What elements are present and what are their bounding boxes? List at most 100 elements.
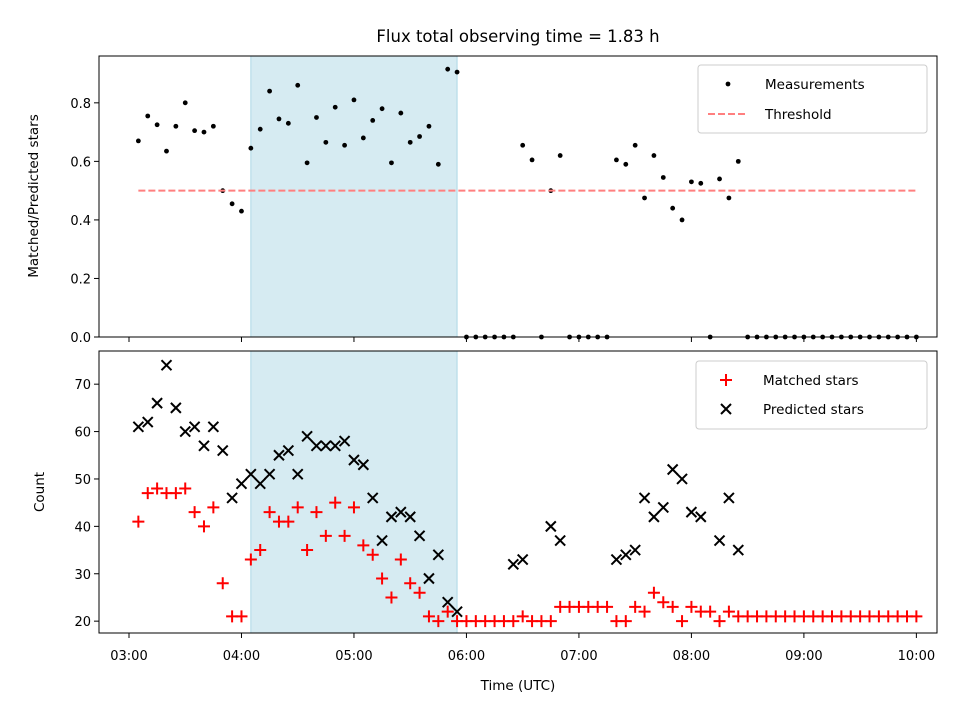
matched-star-point	[141, 487, 154, 500]
matched-star-point	[910, 610, 923, 623]
bottom-y-ticks: 20 30 40 50 60 70	[74, 378, 99, 630]
measurement-point	[407, 139, 413, 145]
matched-star-point	[235, 610, 248, 623]
legend-marker-predicted	[720, 403, 732, 415]
predicted-star-point	[188, 421, 201, 433]
predicted-star-point	[451, 605, 463, 618]
matched-star-point	[310, 506, 323, 519]
measurement-point	[332, 104, 338, 110]
predicted-star-point	[160, 359, 173, 371]
top-y-ticks: 0.0 0.2 0.4 0.6 0.8	[70, 97, 99, 346]
top-legend-box	[697, 64, 928, 134]
predicted-star-point	[648, 511, 660, 523]
matched-star-point	[629, 600, 642, 613]
matched-star-point	[422, 610, 435, 623]
y-tick-label: 20	[74, 615, 91, 630]
measurement-point	[210, 123, 216, 129]
matched-star-point	[638, 605, 651, 618]
matched-star-point	[666, 600, 679, 613]
matched-star-point	[657, 596, 670, 609]
matched-star-point	[319, 529, 332, 542]
predicted-star-point	[348, 454, 360, 466]
predicted-star-point	[292, 468, 304, 480]
measurement-point	[342, 142, 347, 148]
measurement-point	[323, 139, 329, 145]
measurement-point	[389, 160, 394, 166]
matched-star-point	[601, 600, 614, 613]
measurement-point	[201, 129, 207, 135]
x-tick-label: 06:00	[448, 649, 485, 664]
y-tick-label: 60	[74, 426, 91, 441]
predicted-star-point	[404, 511, 416, 523]
bottom-legend: Matched stars Predicted stars	[695, 360, 928, 430]
matched-star-point	[366, 548, 379, 561]
predicted-star-point	[217, 444, 229, 457]
measurement-point	[698, 180, 704, 186]
chart-title: Flux total observing time = 1.83 h	[376, 27, 659, 46]
predicted-star-point	[142, 416, 154, 428]
measurement-point	[285, 120, 291, 126]
measurement-point	[154, 122, 160, 128]
predicted-star-point	[254, 477, 266, 490]
predicted-star-point	[179, 425, 191, 438]
measurement-point	[454, 69, 460, 75]
predicted-star-point	[170, 402, 182, 414]
measurement-point	[679, 217, 685, 223]
matched-star-point	[263, 506, 276, 519]
bottom-plot-area	[132, 359, 923, 628]
measurement-point	[276, 116, 282, 122]
matched-star-point	[516, 610, 529, 623]
x-tick-label: 10:00	[898, 649, 935, 664]
measurement-point	[520, 142, 526, 148]
measurement-point	[726, 195, 732, 201]
matched-star-point	[413, 586, 426, 599]
matched-star-point	[404, 577, 417, 590]
measurement-point	[660, 175, 666, 180]
bottom-axes-frame	[98, 350, 938, 634]
y-tick-label: 0.6	[70, 155, 91, 170]
predicted-star-point	[310, 440, 323, 452]
measurement-point	[426, 123, 432, 129]
predicted-star-point	[657, 501, 669, 514]
measurement-point	[623, 161, 629, 167]
predicted-star-point	[329, 440, 341, 452]
measurement-point	[717, 176, 722, 182]
measurement-point	[417, 134, 422, 139]
matched-star-point	[685, 600, 698, 613]
bottom-panel: 20 30 40 50 60 70 03:00 04:00 05:00 06:00 07:00 08…	[32, 350, 938, 694]
predicted-star-point	[413, 530, 426, 542]
y-tick-label: 70	[74, 378, 91, 393]
x-tick-label: 08:00	[673, 649, 710, 664]
predicted-star-point	[132, 421, 145, 433]
top-panel: 0.00.20.40.60.8 Matched/Predicted stars …	[26, 55, 938, 346]
measurement-point	[135, 138, 141, 144]
matched-star-point	[169, 487, 182, 500]
matched-star-point	[647, 586, 660, 599]
x-tick-label: 05:00	[335, 649, 372, 664]
predicted-star-point	[151, 397, 163, 409]
predicted-star-point	[554, 534, 566, 547]
matched-star-point	[179, 482, 192, 495]
measurement-point	[379, 106, 385, 112]
predicted-star-point	[198, 440, 210, 452]
predicted-star-point	[507, 558, 520, 570]
matched-star-point	[197, 520, 210, 533]
predicted-star-point	[638, 492, 651, 504]
measurement-point	[229, 201, 235, 207]
predicted-star-point	[235, 477, 248, 490]
matched-star-point	[347, 501, 360, 514]
predicted-star-point	[695, 511, 707, 523]
matched-star-point	[188, 506, 201, 519]
predicted-star-point	[273, 449, 285, 461]
y-tick-label: 50	[74, 473, 91, 488]
y-tick-label: 0.0	[70, 331, 91, 346]
predicted-star-point	[620, 549, 632, 561]
x-tick-label: 09:00	[785, 649, 822, 664]
measurement-point	[314, 115, 319, 120]
bottom-legend-box	[695, 360, 928, 430]
matched-star-point	[394, 553, 407, 566]
measurement-point	[735, 158, 741, 164]
measurement-point	[651, 153, 657, 158]
measurement-point	[239, 208, 244, 214]
